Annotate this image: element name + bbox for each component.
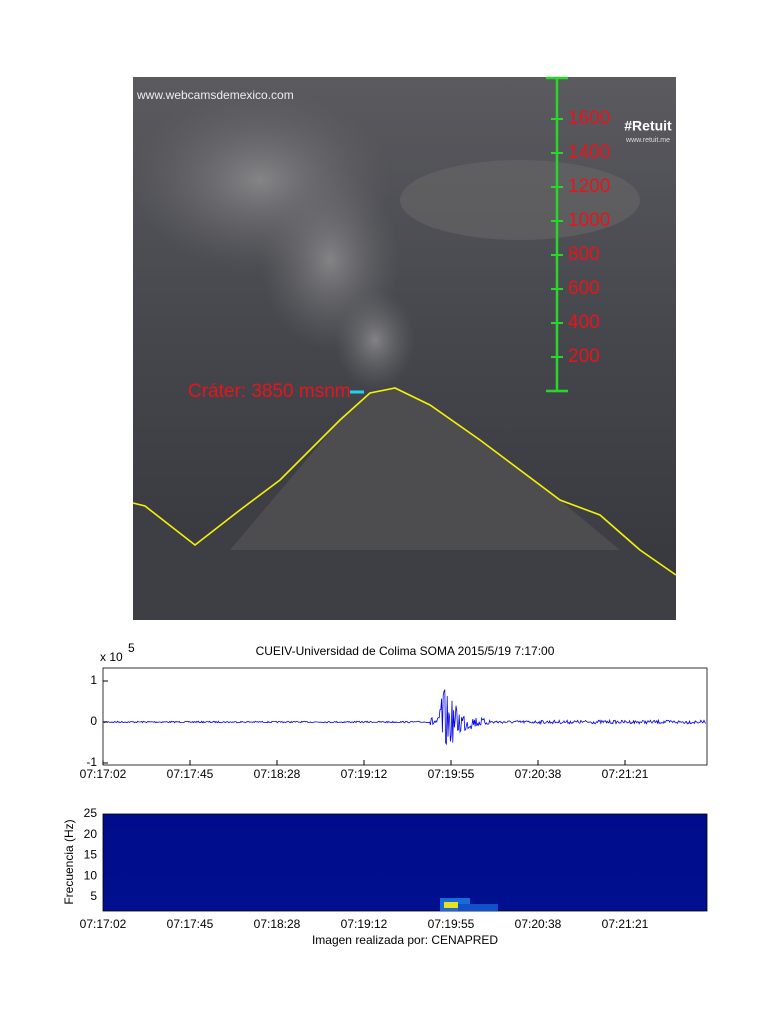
scale-label: 400 bbox=[568, 312, 600, 333]
y-tick-label: 5 bbox=[90, 889, 97, 903]
x-tick-label: 07:20:38 bbox=[515, 767, 562, 781]
webcam-photo: www.webcamsdemexico.com #Retuit www.retu… bbox=[130, 76, 677, 620]
scale-label: 1000 bbox=[568, 210, 610, 231]
y-tick-label: 15 bbox=[84, 848, 98, 862]
x-tick-label: 07:17:02 bbox=[80, 917, 127, 931]
y-tick-label: 1 bbox=[90, 673, 97, 687]
watermark: www.webcamsdemexico.com bbox=[136, 88, 294, 102]
scale-label: 1400 bbox=[568, 142, 610, 163]
spectrogram: Frecuencia (Hz) Imagen realizada por: CE… bbox=[62, 813, 708, 947]
x-tick-label: 07:19:12 bbox=[341, 767, 388, 781]
seismogram: CUEIV-Universidad de Colima SOMA 2015/5/… bbox=[100, 641, 708, 766]
y-tick-label: -1 bbox=[86, 755, 97, 769]
x-tick-label: 07:20:38 bbox=[515, 917, 562, 931]
scale-label: 200 bbox=[568, 346, 600, 367]
y-tick-label: 0 bbox=[90, 714, 97, 728]
height-scale: 1600 1400 1200 1000 800 600 400 200 bbox=[551, 108, 610, 367]
scale-label: 1200 bbox=[568, 176, 610, 197]
x-tick-label: 07:21:21 bbox=[602, 767, 649, 781]
scale-label: 1600 bbox=[568, 108, 610, 129]
caption: Imagen realizada por: CENAPRED bbox=[312, 933, 498, 947]
multiplier: x 10 bbox=[100, 650, 123, 664]
y-tick-label: 20 bbox=[84, 827, 98, 841]
y-axis-label: Frecuencia (Hz) bbox=[62, 819, 76, 904]
logo: #Retuit bbox=[624, 118, 672, 134]
x-tick-label: 07:21:21 bbox=[602, 917, 649, 931]
logo-url: www.retuit.me bbox=[625, 137, 670, 144]
exponent: 5 bbox=[128, 641, 135, 655]
scale-label: 800 bbox=[568, 244, 600, 265]
crater-label: Cráter: 3850 msnm bbox=[188, 381, 351, 402]
x-tick-label: 07:17:45 bbox=[167, 767, 214, 781]
x-tick-label: 07:19:55 bbox=[428, 767, 475, 781]
scale-label: 600 bbox=[568, 278, 600, 299]
x-tick-label: 07:17:45 bbox=[167, 917, 214, 931]
x-tick-label: 07:19:55 bbox=[428, 917, 475, 931]
x-tick-label: 07:17:02 bbox=[80, 767, 127, 781]
y-tick-label: 10 bbox=[84, 868, 98, 882]
x-tick-label: 07:18:28 bbox=[254, 767, 301, 781]
seismogram-title: CUEIV-Universidad de Colima SOMA 2015/5/… bbox=[256, 644, 555, 658]
y-tick-label: 25 bbox=[84, 806, 98, 820]
x-tick-label: 07:19:12 bbox=[341, 917, 388, 931]
x-tick-label: 07:18:28 bbox=[254, 917, 301, 931]
